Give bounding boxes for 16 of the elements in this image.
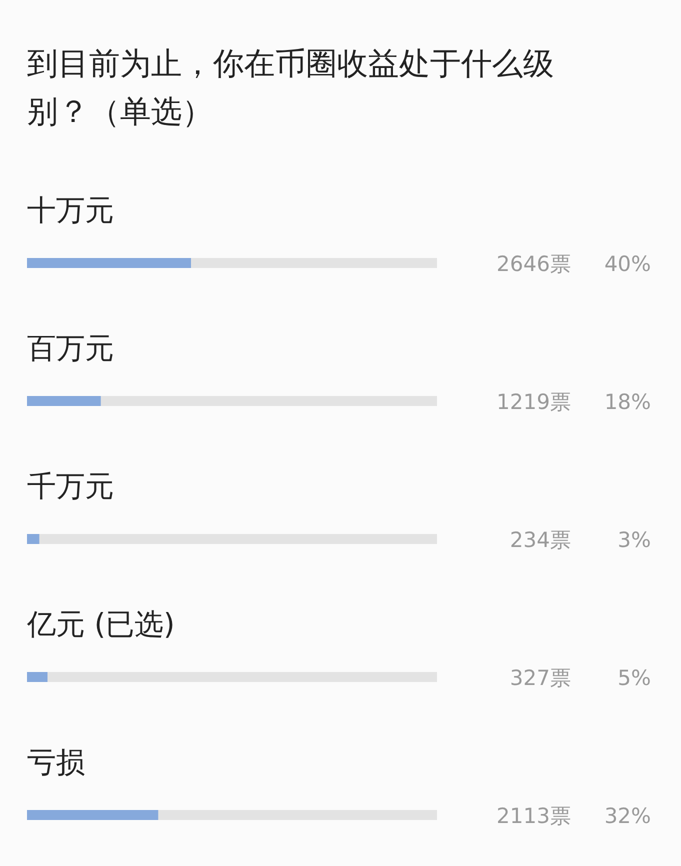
category: 十万元 — [27, 193, 114, 227]
text: 234票 — [510, 528, 571, 552]
data-label: 40% — [604, 252, 651, 276]
data-label: 3% — [618, 528, 651, 552]
chart-title: 到目前为止，你在币圈收益处于什么级别？（单选） — [27, 45, 555, 132]
data-label: 5% — [618, 666, 651, 690]
text: 327票 — [510, 666, 571, 690]
category: 亿元 (已选) — [27, 607, 175, 641]
data-label: 18% — [604, 390, 651, 414]
text: 1219票 — [496, 390, 571, 414]
category: 百万元 — [27, 331, 114, 365]
text: 2113票 — [496, 804, 571, 828]
category: 亏损 — [27, 745, 85, 779]
category: 千万元 — [27, 469, 114, 503]
text: 2646票 — [496, 252, 571, 276]
data-label: 32% — [604, 804, 651, 828]
